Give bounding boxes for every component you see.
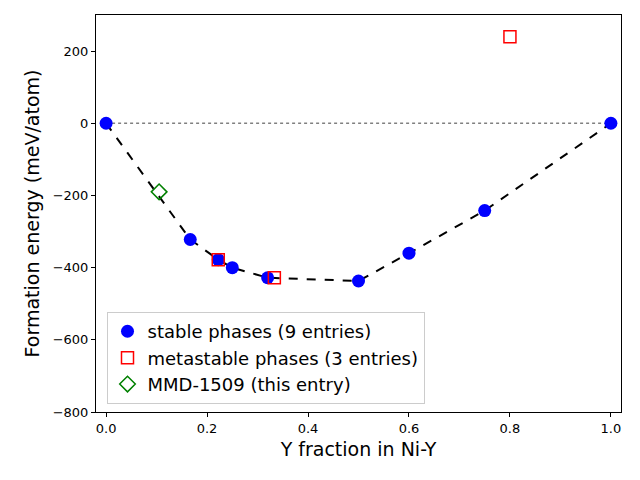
svg-text:stable phases (9 entries): stable phases (9 entries) <box>148 321 372 342</box>
svg-text:0.2: 0.2 <box>197 421 218 436</box>
svg-text:0: 0 <box>80 116 88 131</box>
svg-text:1.0: 1.0 <box>601 421 622 436</box>
svg-text:0.0: 0.0 <box>96 421 117 436</box>
svg-text:−600: −600 <box>53 332 89 347</box>
svg-text:Formation energy (meV/atom): Formation energy (meV/atom) <box>21 70 43 358</box>
svg-text:−800: −800 <box>53 405 89 420</box>
svg-text:0.6: 0.6 <box>399 421 420 436</box>
svg-text:−200: −200 <box>53 188 89 203</box>
svg-text:metastable phases (3 entries): metastable phases (3 entries) <box>148 348 418 369</box>
svg-text:200: 200 <box>64 44 89 59</box>
svg-text:0.4: 0.4 <box>298 421 319 436</box>
svg-text:MMD-1509 (this entry): MMD-1509 (this entry) <box>148 374 351 395</box>
svg-text:Y fraction in Ni-Y: Y fraction in Ni-Y <box>280 438 437 460</box>
svg-text:0.8: 0.8 <box>500 421 521 436</box>
svg-text:−400: −400 <box>53 260 89 275</box>
